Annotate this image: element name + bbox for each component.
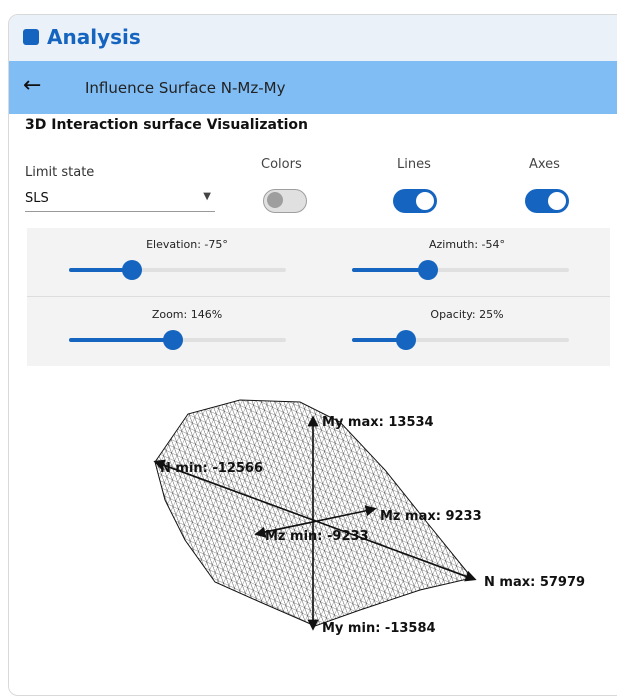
axis-label: Mz max: 9233 [380,509,482,524]
toggle-label: Lines [397,157,431,172]
plot: My max: 13534 N min: -12566 Mz max: 9233… [153,399,585,636]
slider[interactable] [69,268,286,272]
axis-label: My min: -13584 [322,621,436,636]
slider-fill [352,338,406,342]
divider [27,296,610,297]
select[interactable]: SLS ▼ [25,187,215,212]
slider-label: Elevation: -75° [146,238,228,251]
toggle-knob [267,192,283,208]
slider-fill [352,268,428,272]
back-button[interactable]: ← [23,73,42,98]
toggle[interactable] [393,189,437,213]
slider-knob[interactable] [396,330,416,350]
nav-title: Influence Surface N-Mz-My [85,79,286,97]
icon [23,29,39,45]
card: Analysis ← Influence Surface N-Mz-My 3D … [8,14,617,696]
axis-label: N max: 57979 [484,575,585,590]
slider-knob[interactable] [418,260,438,280]
slider[interactable] [352,338,569,342]
toggle[interactable] [525,189,569,213]
toggle-label: Colors [261,157,302,172]
slider-panel: Elevation: -75° Azimuth: -54° Zoom: 146%… [27,228,610,366]
slider-fill [69,268,132,272]
slider-knob[interactable] [163,330,183,350]
section-title: 3D Interaction surface Visualization [25,117,309,133]
slider-knob[interactable] [122,260,142,280]
header: Analysis [9,15,617,62]
toggle-knob [416,192,434,210]
nav-bar: ← Influence Surface N-Mz-My [9,61,617,114]
slider-label: Azimuth: -54° [429,238,505,251]
slider[interactable] [352,268,569,272]
select-value: SLS [25,191,49,206]
select-label: Limit state [25,165,95,180]
slider-label: Opacity: 25% [430,308,504,321]
axis-label: My max: 13534 [322,415,434,430]
slider-label: Zoom: 146% [151,308,223,321]
slider-fill [69,338,173,342]
dropdown-arrow: ▼ [203,191,211,202]
axis-mz [258,505,377,534]
header-title: Analysis [47,25,141,49]
toggle-label: Axes [529,157,560,172]
page: Analysis ← Influence Surface N-Mz-My 3D … [8,14,617,696]
toggle-knob [548,192,566,210]
axis-label: N min: -12566 [160,461,263,476]
axis-label: Mz min: -9233 [265,529,369,544]
toggle[interactable] [263,189,307,213]
